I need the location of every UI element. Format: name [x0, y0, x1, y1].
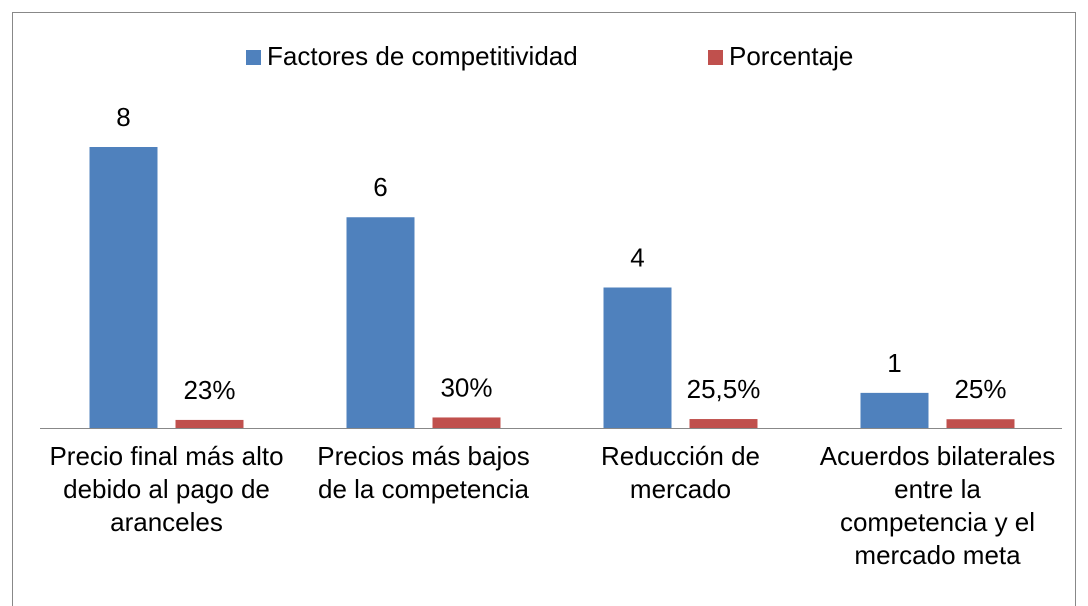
- chart-border: [12, 12, 1076, 606]
- bar: [860, 392, 929, 428]
- legend-label: Porcentaje: [729, 41, 853, 71]
- data-label: 4: [630, 242, 644, 272]
- bar: [689, 419, 758, 428]
- legend-label: Factores de competitividad: [267, 41, 578, 71]
- data-label: 1: [887, 348, 901, 378]
- x-tick-label: Precio final más alto debido al pago de …: [49, 441, 284, 537]
- data-label: 6: [373, 172, 387, 202]
- bar: [432, 417, 501, 428]
- x-tick-label: Reducción de mercado: [601, 441, 760, 504]
- legend-swatch: [708, 50, 723, 65]
- legend-swatch: [246, 50, 261, 65]
- x-tick-label: Precios más bajos de la competencia: [317, 441, 530, 504]
- x-tick-label: Acuerdos bilaterales entre la competenci…: [819, 441, 1056, 570]
- bar: [946, 419, 1015, 428]
- bar: [346, 217, 415, 428]
- data-label: 25,5%: [687, 374, 761, 404]
- data-label: 30%: [440, 372, 492, 402]
- bar: [89, 147, 158, 428]
- data-label: 8: [116, 102, 130, 132]
- data-label: 23%: [183, 375, 235, 405]
- bar: [603, 287, 672, 428]
- data-label: 25%: [954, 374, 1006, 404]
- bar: [175, 419, 244, 428]
